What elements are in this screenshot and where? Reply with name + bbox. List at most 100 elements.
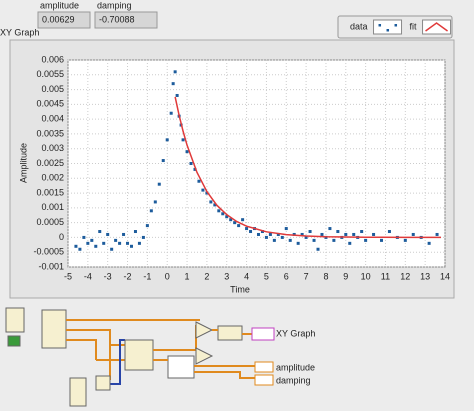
x-tick-label: 4 (244, 271, 249, 281)
amplitude-terminal-label: amplitude (276, 362, 315, 372)
damping-label: damping (97, 0, 132, 10)
data-point (153, 200, 157, 204)
data-point (189, 162, 193, 165)
x-tick-label: 2 (204, 271, 209, 281)
data-point (264, 235, 268, 239)
x-tick-label: 9 (343, 271, 348, 281)
data-point (344, 232, 348, 236)
data-point (217, 209, 221, 213)
y-tick-label: 0.0015 (36, 187, 64, 197)
data-point (82, 235, 86, 239)
x-axis-title: Time (230, 284, 250, 294)
y-tick-label: 0.001 (41, 202, 64, 212)
data-point (268, 232, 272, 236)
data-point (98, 230, 102, 234)
data-point (348, 241, 352, 245)
damping-terminal-label: damping (276, 375, 311, 385)
x-tick-label: -2 (124, 271, 132, 281)
data-point (110, 247, 114, 251)
fit-line (174, 96, 442, 239)
legend-label: data (350, 21, 368, 31)
data-point (201, 188, 205, 192)
legend-dot (394, 24, 398, 27)
x-tick-label: 1 (185, 271, 190, 281)
data-point (316, 247, 320, 251)
data-point (129, 244, 133, 248)
data-point (427, 241, 431, 245)
data-point (300, 232, 304, 236)
data-point (114, 238, 118, 242)
x-tick-label: 8 (323, 271, 328, 281)
data-point (380, 238, 384, 242)
data-point (209, 200, 213, 204)
data-point (435, 232, 439, 236)
damping-indicator (94, 11, 158, 29)
data-point (372, 232, 376, 236)
x-tick-label: -4 (84, 271, 92, 281)
data-point (284, 227, 288, 231)
block-diagram (5, 307, 275, 407)
y-tick-label: 0.0025 (36, 158, 64, 168)
x-tick-label: 0 (165, 271, 170, 281)
y-tick-label: -0.0005 (33, 247, 64, 257)
y-axis-title: Amplitude (18, 143, 28, 183)
data-point (241, 218, 245, 222)
data-point (137, 241, 141, 245)
legend-line (425, 22, 448, 32)
data-point (336, 230, 340, 234)
data-point (364, 238, 368, 242)
y-tick-label: 0.0035 (36, 128, 64, 138)
data-point (272, 238, 276, 242)
data-point (352, 232, 356, 236)
data-point (161, 159, 165, 163)
data-point (411, 232, 415, 236)
x-tick-label: 11 (381, 271, 390, 281)
data-point (205, 191, 209, 195)
y-tick-label: 0.003 (41, 143, 64, 153)
data-point (169, 111, 173, 115)
data-point (171, 82, 175, 86)
x-tick-label: -3 (104, 271, 112, 281)
data-point (175, 93, 179, 97)
x-tick-label: 10 (361, 271, 371, 281)
x-tick-label: 5 (264, 271, 269, 281)
x-tick-label: 13 (420, 271, 430, 281)
data-point (86, 241, 90, 245)
data-point (237, 224, 241, 228)
data-point (387, 230, 391, 234)
y-tick-label: 0 (59, 232, 64, 242)
legend-icon-box (373, 19, 403, 35)
data-point (126, 241, 130, 245)
amplitude-label: amplitude (40, 0, 79, 10)
graph-label: XY Graph (0, 27, 39, 37)
data-point (197, 179, 201, 183)
data-point (256, 232, 260, 236)
data-point (328, 227, 332, 231)
y-tick-label: -0.001 (38, 261, 64, 271)
data-point (165, 138, 169, 142)
y-tick-label: 0.005 (41, 84, 64, 94)
data-point (133, 230, 137, 234)
data-point (332, 238, 336, 242)
data-point (94, 244, 98, 248)
legend-dot (378, 24, 382, 27)
data-point (102, 241, 106, 245)
data-point (229, 218, 233, 222)
y-tick-label: 0.0005 (36, 217, 64, 227)
x-tick-label: 3 (224, 271, 229, 281)
data-point (145, 224, 149, 228)
data-point (312, 238, 316, 242)
data-point (78, 247, 82, 251)
data-point (260, 230, 264, 234)
data-point (74, 244, 78, 248)
data-point (280, 235, 284, 239)
data-point (320, 232, 324, 236)
y-tick-label: 0.0055 (36, 69, 64, 79)
data-point (185, 150, 189, 154)
damping-value: -0.70088 (99, 14, 135, 24)
data-point (360, 230, 364, 234)
data-point (106, 232, 110, 236)
y-tick-label: 0.0045 (36, 99, 64, 109)
